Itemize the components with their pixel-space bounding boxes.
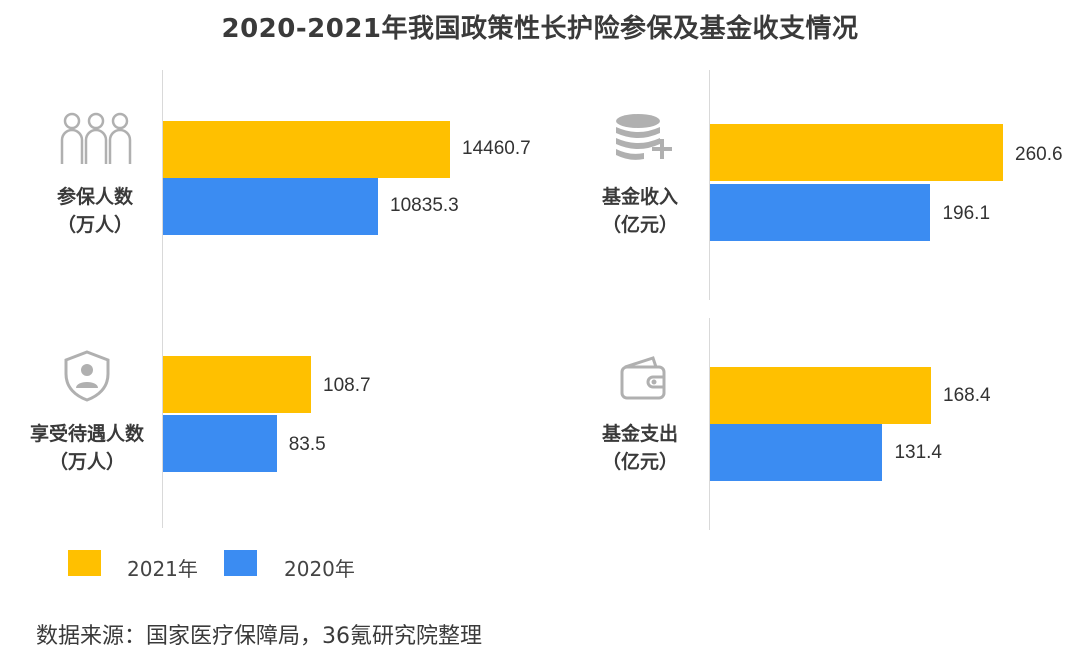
chart-title: 2020-2021年我国政策性长护险参保及基金收支情况: [221, 14, 859, 44]
axis-line: [162, 300, 163, 528]
value-label-2021: 260.6: [1015, 144, 1063, 165]
value-label-2021: 108.7: [323, 375, 371, 396]
bar-2021: [163, 121, 450, 178]
people-icon: [60, 112, 132, 164]
bar-2021: [710, 124, 1003, 181]
category-label: 享受待遇人数 （万人）: [12, 420, 162, 476]
legend-label-2020: 2020年: [284, 557, 355, 581]
value-label-2020: 10835.3: [390, 195, 459, 216]
category-label: 基金收入 （亿元）: [590, 183, 690, 239]
value-label-2021: 168.4: [943, 385, 991, 406]
value-label-2020: 196.1: [942, 203, 991, 224]
shield-person-icon: [64, 350, 110, 402]
bar-2020: [163, 178, 379, 235]
category-label-line2: （万人）: [48, 451, 125, 473]
wallet-icon: [620, 356, 666, 400]
coins-plus-icon: [616, 114, 672, 160]
axis-line: [709, 318, 710, 530]
source-note: 数据来源：国家医疗保障局，36氪研究院整理: [36, 624, 482, 649]
bar-2020: [710, 424, 883, 481]
value-label-2020: 83.5: [288, 434, 326, 455]
category-label-line1: 享受待遇人数: [29, 423, 144, 445]
bar-2020: [710, 184, 931, 241]
category-label-line2: （万人）: [56, 214, 133, 236]
legend-label-2021: 2021年: [127, 557, 198, 581]
category-label-line2: （亿元）: [601, 214, 678, 236]
legend-swatch-2020: [224, 550, 257, 576]
bar-2020: [163, 415, 277, 472]
category-label-line1: 参保人数: [56, 186, 133, 208]
value-label-2021: 14460.7: [462, 138, 531, 159]
category-label-line1: 基金支出: [601, 423, 678, 445]
category-label-line1: 基金收入: [601, 186, 678, 208]
bar-2021: [163, 356, 311, 413]
category-label-line2: （亿元）: [601, 451, 678, 473]
legend-swatch-2021: [68, 550, 101, 576]
axis-line: [709, 70, 710, 300]
category-label: 参保人数 （万人）: [40, 183, 150, 239]
axis-line: [162, 70, 163, 300]
category-label: 基金支出 （亿元）: [590, 420, 690, 476]
value-label-2020: 131.4: [894, 442, 942, 463]
bar-2021: [710, 367, 931, 424]
